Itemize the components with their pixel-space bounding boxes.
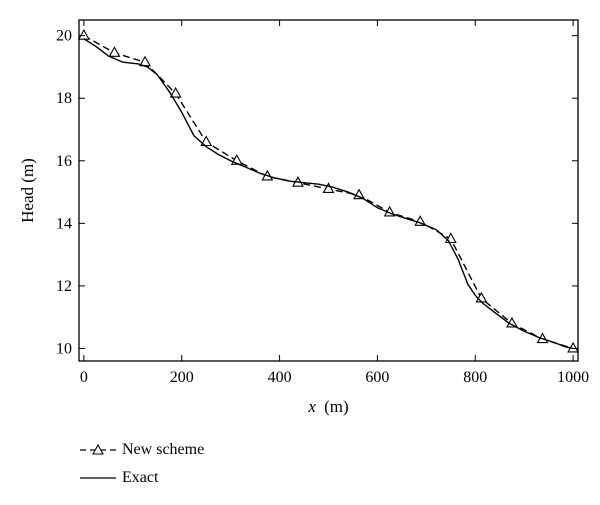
legend-label-new-scheme: New scheme — [122, 441, 205, 458]
data-point-marker — [414, 215, 427, 226]
legend-swatch-solid — [80, 477, 116, 479]
y-tick-label: 20 — [56, 28, 72, 45]
y-tick-label: 10 — [56, 340, 72, 357]
x-tick-label: 200 — [170, 369, 194, 386]
plot-frame — [78, 19, 579, 362]
legend-swatch-dashed-triangle — [80, 443, 116, 455]
legend: New scheme Exact — [78, 436, 204, 492]
plot-area-border — [78, 19, 579, 362]
data-point-marker — [108, 46, 121, 57]
data-point-marker — [200, 135, 213, 147]
legend-label-exact: Exact — [122, 469, 159, 486]
x-tick-label: 400 — [268, 369, 292, 386]
series-layer — [77, 29, 580, 353]
x-tick-label: 600 — [365, 369, 389, 386]
y-tick-label: 12 — [56, 278, 72, 295]
y-tick-label: 18 — [56, 90, 72, 107]
legend-item-new-scheme: New scheme — [78, 436, 204, 464]
x-tick-label: 800 — [463, 369, 487, 386]
x-tick-label: 0 — [80, 369, 88, 386]
legend-item-exact: Exact — [78, 464, 204, 492]
data-point-marker — [169, 86, 182, 98]
y-tick-label: 16 — [56, 153, 72, 170]
y-axis-label: Head (m) — [18, 158, 37, 223]
x-axis-label-variable: x — [307, 397, 316, 416]
x-axis-label: x (m) — [307, 397, 348, 416]
data-point-marker — [322, 182, 335, 193]
y-tick-label: 14 — [56, 215, 72, 232]
data-point-marker — [77, 29, 90, 40]
series-line-exact — [83, 38, 574, 350]
x-tick-label: 1000 — [557, 369, 589, 386]
data-point-marker — [506, 316, 518, 328]
data-point-marker — [444, 232, 457, 244]
x-axis-label-unit: (m) — [324, 397, 349, 416]
axis-ticks: 0 200 400 600 800 1000 10 12 14 16 18 20 — [56, 20, 589, 386]
